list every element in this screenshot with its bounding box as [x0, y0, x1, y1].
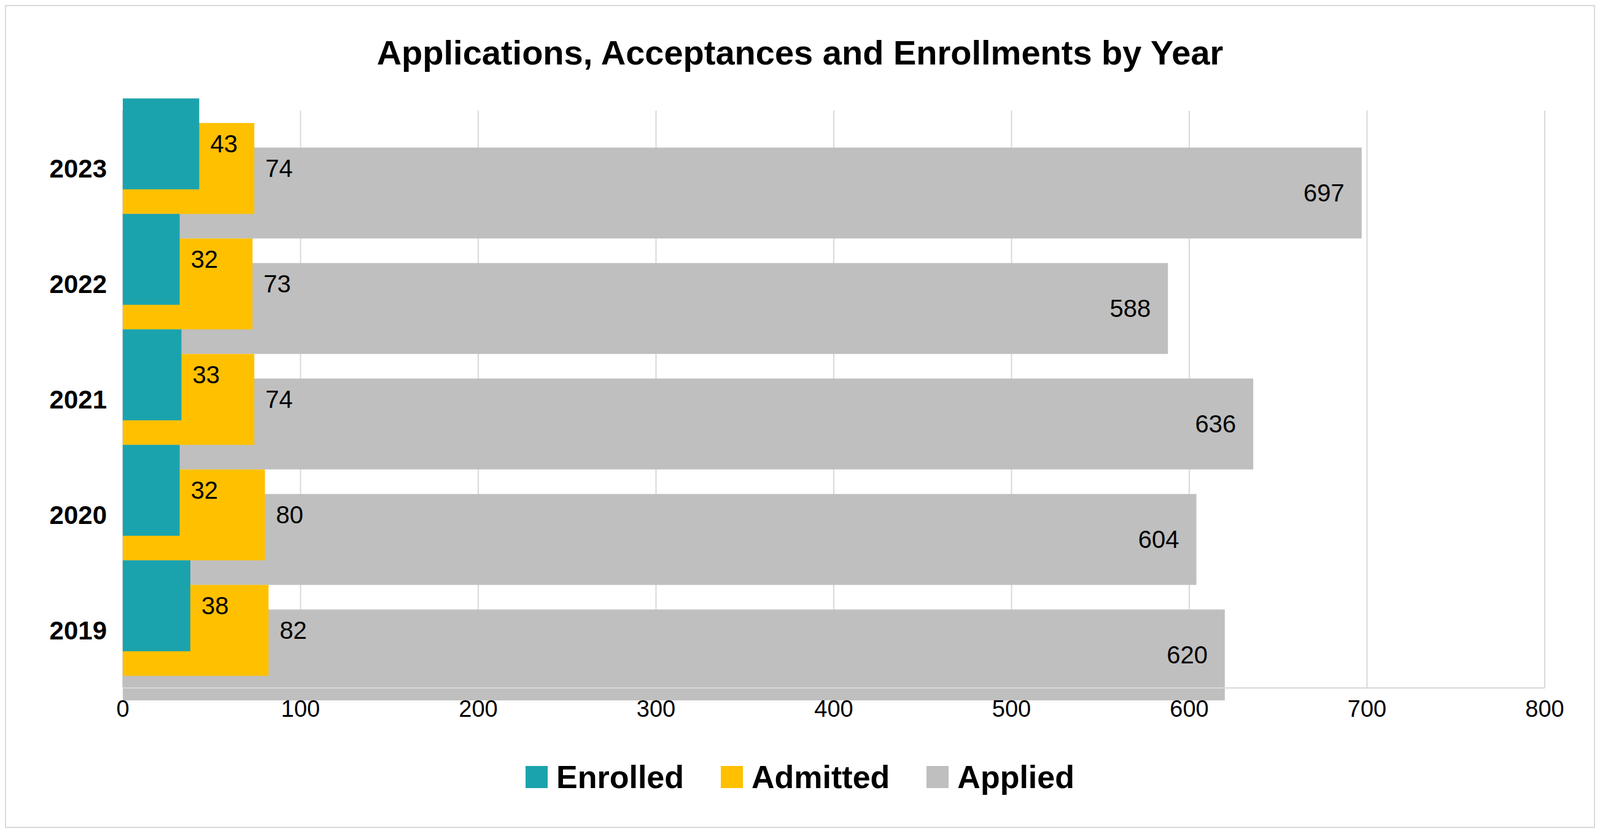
- svg-text:2021: 2021: [49, 384, 107, 414]
- svg-text:82: 82: [279, 616, 307, 644]
- svg-text:500: 500: [992, 695, 1031, 722]
- svg-text:697: 697: [1303, 179, 1345, 207]
- svg-text:600: 600: [1169, 695, 1209, 722]
- svg-text:33: 33: [192, 361, 221, 389]
- svg-text:32: 32: [190, 476, 219, 504]
- svg-text:74: 74: [265, 385, 293, 413]
- svg-text:2019: 2019: [49, 615, 107, 645]
- svg-text:2020: 2020: [49, 500, 107, 530]
- svg-text:2022: 2022: [49, 269, 107, 299]
- svg-text:32: 32: [190, 245, 219, 273]
- svg-text:0: 0: [116, 695, 129, 722]
- html-text:Applied: Applied: [957, 758, 1075, 795]
- svg-text:700: 700: [1347, 695, 1387, 722]
- svg-text:400: 400: [814, 695, 853, 722]
- html-text:Enrolled: Enrolled: [556, 758, 684, 795]
- svg-text:2023: 2023: [49, 154, 107, 183]
- svg-text:38: 38: [201, 591, 230, 619]
- svg-text:43: 43: [209, 130, 238, 158]
- svg-text:604: 604: [1138, 525, 1180, 553]
- svg-text:588: 588: [1110, 294, 1152, 322]
- svg-text:100: 100: [281, 695, 320, 722]
- svg-text:620: 620: [1166, 640, 1208, 668]
- svg-text:800: 800: [1525, 695, 1564, 722]
- svg-text:636: 636: [1194, 410, 1236, 438]
- svg-text:73: 73: [263, 270, 292, 298]
- svg-text:74: 74: [265, 154, 293, 182]
- svg-text:300: 300: [636, 695, 676, 722]
- svg-text:80: 80: [276, 500, 304, 529]
- html-text:Applications, Acceptances and: Applications, Acceptances and Enrollment…: [376, 32, 1224, 72]
- svg-text:200: 200: [458, 695, 498, 722]
- html-text:Admitted: Admitted: [751, 758, 890, 795]
